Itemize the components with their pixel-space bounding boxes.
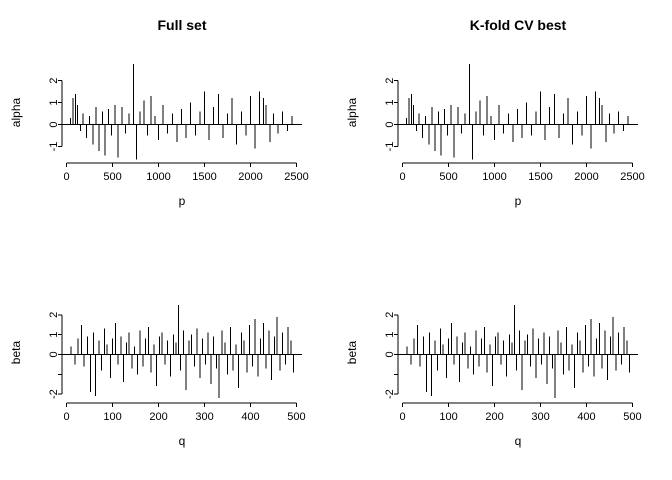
svg-text:1000: 1000: [146, 171, 170, 183]
svg-text:beta: beta: [9, 340, 23, 364]
svg-text:0: 0: [384, 351, 396, 357]
svg-text:2500: 2500: [620, 171, 644, 183]
svg-text:-2: -2: [48, 389, 60, 399]
svg-text:p: p: [515, 194, 522, 208]
svg-text:2: 2: [48, 78, 60, 84]
svg-text:-1: -1: [384, 142, 396, 152]
svg-text:1: 1: [384, 332, 396, 338]
svg-text:p: p: [179, 194, 186, 208]
svg-text:200: 200: [485, 411, 503, 423]
svg-text:-2: -2: [384, 389, 396, 399]
svg-text:1000: 1000: [482, 171, 506, 183]
svg-text:1: 1: [384, 100, 396, 106]
svg-text:500: 500: [623, 411, 641, 423]
svg-text:q: q: [179, 434, 186, 448]
svg-text:alpha: alpha: [345, 98, 359, 128]
svg-text:500: 500: [287, 411, 305, 423]
chart-full-set-beta: 0 100 200 300 400 500 -2 0 1 2 q beta: [0, 240, 336, 480]
svg-text:q: q: [515, 434, 522, 448]
svg-text:200: 200: [149, 411, 167, 423]
svg-text:2000: 2000: [574, 171, 598, 183]
svg-text:0: 0: [400, 411, 406, 423]
chart-kfold-cv-alpha: K-fold CV best 0 500 1000 1500 2000 2500 -1 0 1 2 p…: [336, 0, 672, 240]
spike-plot-svg-full-alpha: Full set 0 500 1000 1500 2000 2500 -1 0 1 2 p alpha: [9, 17, 309, 208]
svg-text:0: 0: [48, 122, 60, 128]
svg-text:0: 0: [400, 171, 406, 183]
svg-text:-1: -1: [48, 142, 60, 152]
svg-text:300: 300: [195, 411, 213, 423]
svg-text:400: 400: [241, 411, 259, 423]
chart-kfold-cv-beta: 0 100 200 300 400 500 -2 0 1 2 q beta: [336, 240, 672, 480]
svg-text:1: 1: [48, 332, 60, 338]
svg-text:2000: 2000: [238, 171, 262, 183]
spike-plot-svg-kfold-alpha: K-fold CV best 0 500 1000 1500 2000 2500 -1 0 1 2 p…: [345, 17, 645, 208]
svg-text:1500: 1500: [528, 171, 552, 183]
svg-text:500: 500: [439, 171, 457, 183]
spike-plot-svg-kfold-beta: 0 100 200 300 400 500 -2 0 1 2 q beta: [345, 304, 642, 448]
svg-text:0: 0: [64, 411, 70, 423]
svg-text:2: 2: [48, 312, 60, 318]
svg-text:beta: beta: [345, 340, 359, 364]
spike-plot-svg-full-beta: 0 100 200 300 400 500 -2 0 1 2 q beta: [9, 304, 306, 448]
svg-text:2: 2: [384, 312, 396, 318]
svg-text:100: 100: [103, 411, 121, 423]
chart-full-set-alpha: Full set 0 500 1000 1500 2000 2500 -1 0 1 2 p alpha: [0, 0, 336, 240]
svg-text:Full set: Full set: [157, 17, 206, 33]
svg-text:K-fold CV best: K-fold CV best: [470, 17, 567, 33]
svg-text:1: 1: [48, 100, 60, 106]
svg-text:500: 500: [103, 171, 121, 183]
svg-text:400: 400: [577, 411, 595, 423]
svg-text:300: 300: [531, 411, 549, 423]
svg-text:1500: 1500: [192, 171, 216, 183]
svg-text:2: 2: [384, 78, 396, 84]
svg-text:0: 0: [384, 122, 396, 128]
svg-text:0: 0: [64, 171, 70, 183]
svg-text:0: 0: [48, 351, 60, 357]
svg-text:2500: 2500: [284, 171, 308, 183]
svg-text:100: 100: [439, 411, 457, 423]
svg-text:alpha: alpha: [9, 98, 23, 128]
